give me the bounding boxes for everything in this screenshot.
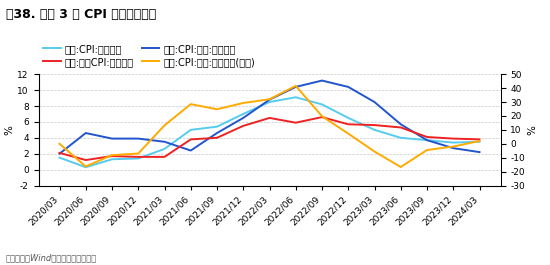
Text: 图38. 美国 3 月 CPI 仍超预期升温: 图38. 美国 3 月 CPI 仍超预期升温 — [6, 8, 156, 21]
Legend: 美国:CPI:当月同比, 美国:核心CPI:当月同比, 美国:CPI:食品:当月同比, 美国:CPI:能源:当月同比(右轴): 美国:CPI:当月同比, 美国:核心CPI:当月同比, 美国:CPI:食品:当月… — [43, 44, 255, 67]
Y-axis label: %: % — [528, 125, 538, 135]
Y-axis label: %: % — [4, 125, 14, 135]
Text: 资料来源：Wind，国投证券研究中心: 资料来源：Wind，国投证券研究中心 — [6, 253, 97, 262]
